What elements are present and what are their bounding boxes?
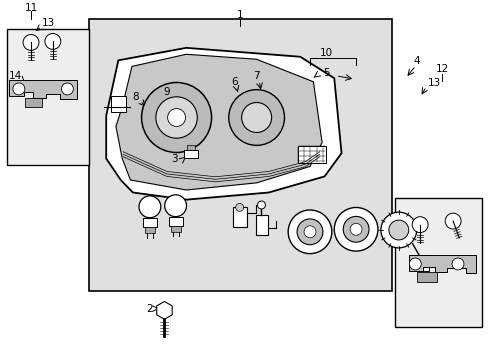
Circle shape [304, 226, 315, 238]
Text: 4: 4 [413, 57, 420, 66]
Bar [111, 96, 125, 112]
Circle shape [411, 217, 427, 233]
Polygon shape [156, 301, 172, 319]
Text: 10: 10 [319, 48, 332, 58]
Circle shape [343, 216, 368, 242]
Bar [142, 218, 157, 227]
Circle shape [23, 35, 39, 50]
Circle shape [257, 201, 265, 209]
Bar [184, 150, 198, 158]
Bar [297, 146, 325, 163]
Bar [416, 272, 436, 282]
Circle shape [444, 213, 460, 229]
Circle shape [167, 109, 185, 126]
Circle shape [156, 97, 197, 138]
Bar [186, 145, 195, 150]
Bar [168, 217, 182, 226]
Bar [255, 215, 268, 235]
Circle shape [228, 90, 284, 145]
Circle shape [61, 83, 73, 95]
Text: 1: 1 [236, 10, 243, 20]
Text: 5: 5 [322, 68, 328, 78]
Circle shape [380, 212, 416, 248]
Text: 7: 7 [252, 71, 259, 81]
Polygon shape [9, 80, 77, 99]
Polygon shape [116, 54, 322, 190]
Polygon shape [407, 255, 475, 273]
Circle shape [388, 220, 408, 240]
Circle shape [287, 210, 331, 254]
Text: 6: 6 [231, 77, 238, 87]
Text: 9: 9 [163, 87, 170, 98]
Circle shape [334, 207, 377, 251]
Text: 14: 14 [9, 71, 22, 81]
Circle shape [139, 196, 161, 218]
Text: 3: 3 [170, 154, 177, 164]
Bar [144, 227, 155, 233]
Circle shape [141, 82, 211, 153]
Text: 12: 12 [435, 64, 448, 74]
Text: 11: 11 [24, 3, 38, 13]
Text: 2: 2 [146, 303, 153, 314]
Bar [416, 255, 427, 271]
Text: 13: 13 [427, 78, 441, 88]
Circle shape [408, 258, 420, 270]
Polygon shape [106, 48, 341, 200]
Circle shape [164, 195, 186, 217]
Text: 13: 13 [41, 18, 55, 28]
Text: 8: 8 [132, 92, 139, 102]
Circle shape [235, 203, 243, 211]
Circle shape [241, 103, 271, 132]
Bar [170, 226, 180, 231]
Circle shape [13, 83, 25, 95]
Circle shape [349, 223, 361, 235]
Bar [394, 198, 481, 327]
Bar [232, 207, 246, 227]
Circle shape [45, 33, 61, 49]
Bar [89, 19, 391, 291]
Bar [7, 29, 89, 165]
Bar [25, 98, 42, 107]
Circle shape [297, 219, 322, 245]
Circle shape [451, 258, 463, 270]
